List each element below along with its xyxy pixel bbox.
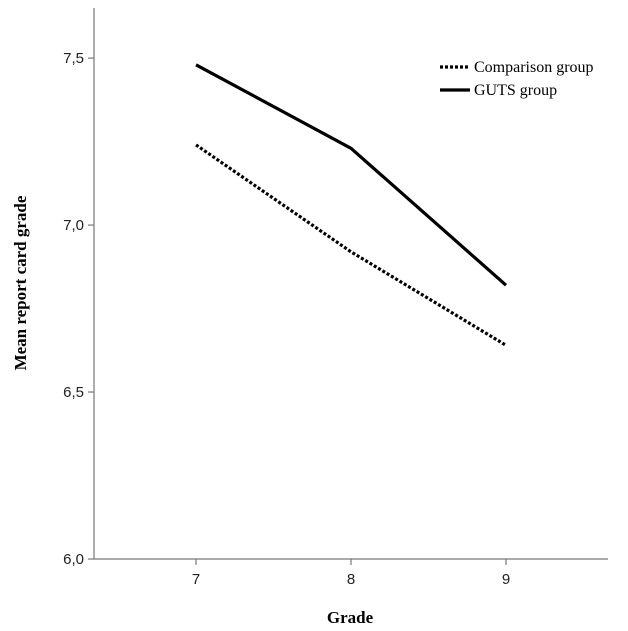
legend-label-guts-group: GUTS group <box>474 82 557 99</box>
x-axis-ticks: 7 8 9 <box>192 559 510 588</box>
chart-legend: Comparison group GUTS group <box>440 59 594 99</box>
y-axis-ticks: 6,0 6,5 7,0 7,5 <box>63 50 94 568</box>
chart-plot-area: 6,0 6,5 7,0 7,5 7 8 9 <box>63 8 608 588</box>
y-tick-label: 7,0 <box>63 217 84 234</box>
x-tick-label: 7 <box>192 571 200 588</box>
x-axis-title: Grade <box>327 608 374 627</box>
x-tick-label: 8 <box>347 571 355 588</box>
legend-label-comparison-group: Comparison group <box>474 59 594 76</box>
series-line-comparison-group <box>195 143 507 347</box>
series-lines <box>195 63 508 347</box>
series-line-guts-group <box>195 63 508 287</box>
y-tick-label: 6,5 <box>63 384 84 401</box>
y-axis-title: Mean report card grade <box>11 195 30 370</box>
y-tick-label: 7,5 <box>63 50 84 67</box>
y-tick-label: 6,0 <box>63 551 84 568</box>
x-tick-label: 9 <box>502 571 510 588</box>
